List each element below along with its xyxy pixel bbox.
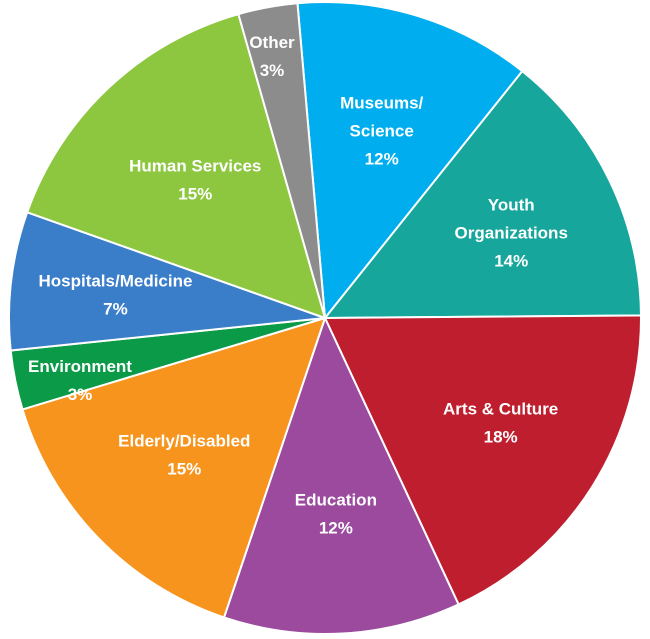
slice-label-percent: 7% bbox=[103, 300, 128, 319]
pie-slice-arts--culture bbox=[323, 314, 642, 606]
slice-label: Hospitals/Medicine 7% bbox=[38, 272, 192, 319]
slice-label-name: Other bbox=[249, 33, 295, 52]
slice-label-percent: 12% bbox=[365, 149, 399, 168]
pie-slice-elderlydisabled bbox=[21, 316, 327, 619]
slice-label-name: Education bbox=[295, 491, 377, 510]
slice-label-percent: 15% bbox=[178, 185, 212, 204]
slice-label: Human Services 15% bbox=[129, 157, 261, 204]
pie-slice-other bbox=[237, 2, 326, 319]
slice-label-name: Elderly/Disabled bbox=[118, 431, 250, 450]
slice-label-name: Hospitals/Medicine bbox=[38, 272, 192, 291]
slice-label-percent: 15% bbox=[167, 459, 201, 478]
pie-slice-education bbox=[222, 315, 460, 635]
slice-label-percent: 14% bbox=[494, 251, 528, 270]
pie-slice-youth-organizations bbox=[322, 69, 642, 320]
slice-label-name: Arts & Culture bbox=[443, 400, 558, 419]
pie-slice-hospitalsmedicine bbox=[8, 211, 326, 352]
pie-slice-museums-science bbox=[296, 1, 524, 321]
slice-label-name: Science bbox=[350, 121, 414, 140]
pie-slice-human-services bbox=[25, 12, 327, 320]
slice-label: Arts & Culture 18% bbox=[443, 400, 558, 447]
slice-label-name: Environment bbox=[28, 357, 132, 376]
slice-label: Environment 3% bbox=[28, 357, 132, 404]
slice-label: Education 12% bbox=[295, 491, 377, 538]
slice-label: Elderly/Disabled 15% bbox=[118, 431, 250, 478]
slice-label: Museums/Science 12% bbox=[340, 93, 423, 168]
slice-label-name: Organizations bbox=[455, 223, 568, 242]
slice-label-percent: 12% bbox=[319, 519, 353, 538]
slice-label: Other 3% bbox=[249, 33, 295, 80]
slice-label-name: Youth bbox=[488, 195, 535, 214]
slice-label-name: Museums/ bbox=[340, 93, 423, 112]
slice-label: Youth Organizations 14% bbox=[455, 195, 568, 270]
slice-label-percent: 3% bbox=[260, 61, 285, 80]
slice-label-percent: 3% bbox=[68, 385, 93, 404]
slice-label-percent: 18% bbox=[484, 428, 518, 447]
slice-label-name: Human Services bbox=[129, 157, 261, 176]
